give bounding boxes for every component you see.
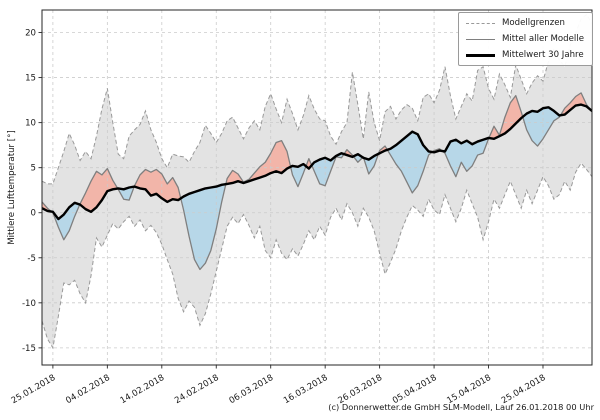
y-tick-label: -15 — [22, 344, 36, 354]
gray-line-icon — [465, 38, 495, 40]
colder-than-normal-fill — [442, 137, 489, 177]
model-mean-line — [42, 92, 592, 271]
thirty-year-mean-line — [42, 103, 592, 221]
plot-border — [41, 9, 593, 366]
x-tick-label: 06.03.2018 — [228, 373, 276, 406]
colder-than-normal-fill — [522, 107, 561, 147]
tick-marks — [38, 32, 544, 369]
x-tick-label: 25.01.2018 — [10, 373, 58, 406]
x-tick-label: 14.02.2018 — [119, 373, 167, 406]
warmer-than-normal-fill — [488, 95, 523, 139]
legend-item-mittelwert-30-jahre: Mittelwert 30 Jahre — [465, 49, 584, 61]
black-line-icon — [465, 53, 495, 57]
plot-area — [42, 10, 592, 365]
y-tick-label: 0 — [31, 209, 36, 219]
legend-item-mittel-aller-modelle: Mittel aller Modelle — [465, 33, 584, 45]
x-tick-label: 24.02.2018 — [173, 373, 221, 406]
warmer-than-normal-fill — [225, 140, 291, 185]
model-bounds-band — [42, 14, 592, 348]
warmer-than-normal-fill — [79, 168, 118, 212]
y-tick-label: 15 — [25, 74, 36, 84]
warmer-than-normal-fill — [134, 169, 181, 202]
dashed-line-icon — [465, 22, 495, 24]
colder-than-normal-fill — [311, 153, 344, 186]
colder-than-normal-fill — [290, 164, 306, 187]
x-tick-label: 04.02.2018 — [64, 373, 112, 406]
y-tick-label: 5 — [31, 164, 36, 174]
legend: Modellgrenzen Mittel aller Modelle Mitte… — [457, 12, 593, 66]
y-tick-label: 20 — [25, 29, 36, 39]
legend-label: Mittelwert 30 Jahre — [501, 50, 584, 60]
copyright-caption: (c) Donnerwetter.de GmbH SLM-Modell, Lau… — [328, 402, 594, 412]
warmer-than-normal-fill — [560, 92, 591, 116]
colder-than-normal-fill — [387, 131, 433, 193]
legend-label: Mittel aller Modelle — [501, 34, 584, 44]
y-tick-label: -10 — [22, 299, 36, 309]
x-tick-label: 16.03.2018 — [282, 373, 330, 406]
upper-model-bound-line — [42, 13, 592, 185]
colder-than-normal-fill — [51, 202, 80, 240]
y-tick-label: 10 — [25, 119, 36, 129]
y-tick-label: -5 — [27, 254, 36, 264]
y-axis-label: Mittlere Lufttemperatur [°] — [7, 130, 17, 245]
legend-item-modellgrenzen: Modellgrenzen — [465, 17, 584, 29]
legend-label: Modellgrenzen — [501, 18, 565, 28]
